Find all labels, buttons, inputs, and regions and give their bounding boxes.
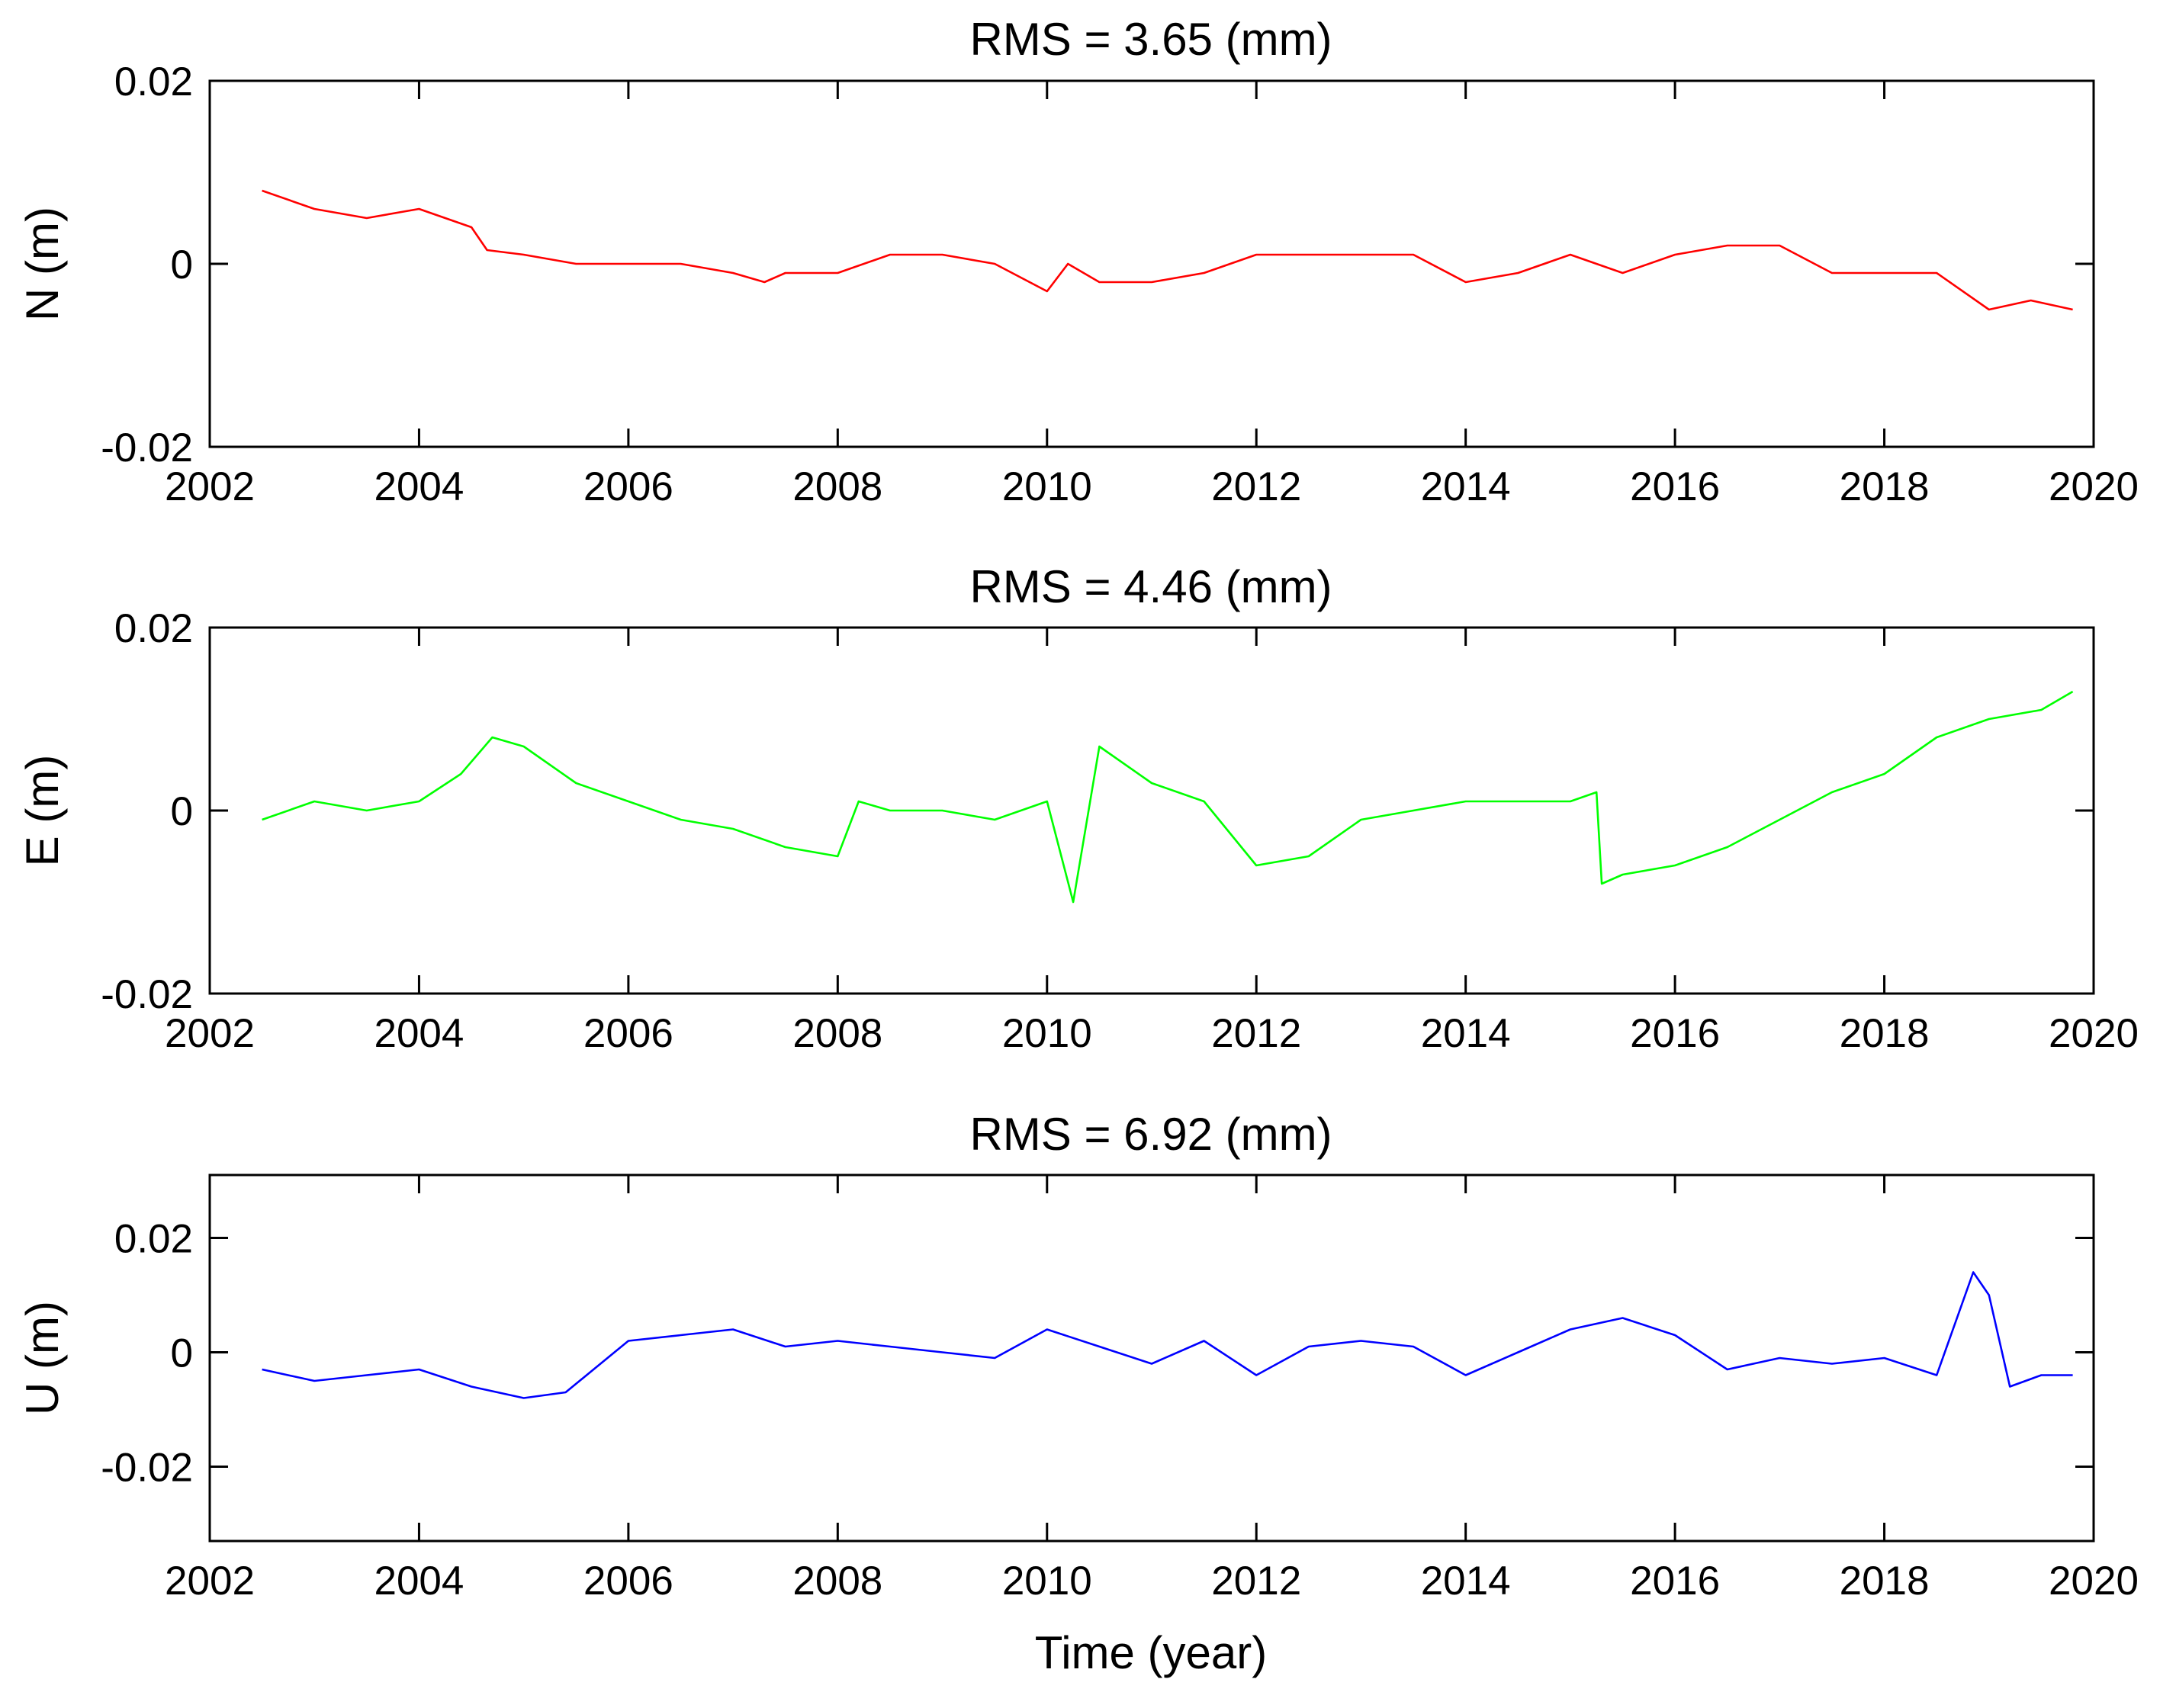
panel-u-x-tick-label: 2006 <box>583 1559 673 1604</box>
panel-e-x-tick-label: 2018 <box>1840 1011 1930 1056</box>
panel-e-series-e-line <box>262 690 2074 904</box>
panel-u-y-tick-label: 0 <box>171 1331 193 1376</box>
panel-n-series-group <box>262 189 2073 311</box>
panel-u-series-group <box>262 1271 2073 1399</box>
panel-u-ylabel: U (m) <box>17 1301 68 1415</box>
panel-e-x-tick-label: 2008 <box>792 1011 882 1056</box>
panel-n-title: RMS = 3.65 (mm) <box>969 14 1332 65</box>
panel-n-x-tick-label: 2006 <box>583 464 673 509</box>
panel-u-x-tick-label: 2008 <box>792 1559 882 1604</box>
panel-e-x-tick-label: 2006 <box>583 1011 673 1056</box>
panel-u-y-tick-label: 0.02 <box>114 1217 193 1262</box>
panel-n-x-tick-label: 2002 <box>165 464 255 509</box>
panel-e-x-tick-label: 2014 <box>1421 1011 1511 1056</box>
panel-u-x-tick-label: 2004 <box>374 1559 464 1604</box>
panel-e-x-tick-label: 2004 <box>374 1011 464 1056</box>
panel-n-x-ticks: 2002 2004 2006 2008 2010 2012 2014 2016 2018 2020 <box>165 81 2139 509</box>
panel-e-y-tick-label: 0.02 <box>114 606 193 651</box>
panel-u-y-ticks: -0.02 0 0.02 <box>101 1217 2094 1491</box>
panel-e-x-tick-label: 2012 <box>1211 1011 1301 1056</box>
panel-u-x-tick-label: 2020 <box>2049 1559 2139 1604</box>
panel-n-y-tick-label: -0.02 <box>101 425 193 470</box>
panel-u-x-tick-label: 2016 <box>1630 1559 1720 1604</box>
panel-n-x-tick-label: 2014 <box>1421 464 1511 509</box>
panel-u-x-tick-label: 2010 <box>1002 1559 1092 1604</box>
panel-e-series-group <box>262 690 2074 904</box>
x-axis-label: Time (year) <box>1035 1627 1267 1678</box>
panel-e-x-tick-label: 2002 <box>165 1011 255 1056</box>
panel-u-x-tick-label: 2002 <box>165 1559 255 1604</box>
panel-u-title: RMS = 6.92 (mm) <box>969 1109 1332 1160</box>
panel-e-title: RMS = 4.46 (mm) <box>969 561 1332 612</box>
panel-u-frame <box>208 1173 2095 1543</box>
panel-n-x-tick-label: 2018 <box>1840 464 1930 509</box>
panel-e-x-ticks: 2002 2004 2006 2008 2010 2012 2014 2016 2018 2020 <box>165 628 2139 1056</box>
panel-e-ylabel: E (m) <box>17 755 68 867</box>
panel-n-y-ticks: -0.02 0 0.02 <box>101 59 2094 470</box>
panel-u: RMS = 6.92 (mm) U (m) 2002 2004 2006 2008 20… <box>17 1109 2139 1678</box>
panel-u-series-u-line <box>262 1271 2073 1399</box>
panel-n-ylabel: N (m) <box>17 207 68 321</box>
panel-u-x-tick-label: 2018 <box>1840 1559 1930 1604</box>
panel-e-x-tick-label: 2020 <box>2049 1011 2139 1056</box>
panel-n-series-n-line <box>262 189 2073 311</box>
panel-n-x-tick-label: 2020 <box>2049 464 2139 509</box>
panel-e-y-ticks: -0.02 0 0.02 <box>101 606 2094 1017</box>
panel-n-x-tick-label: 2004 <box>374 464 464 509</box>
panel-e-y-tick-label: -0.02 <box>101 972 193 1017</box>
panel-n-x-tick-label: 2008 <box>792 464 882 509</box>
panel-e-y-tick-label: 0 <box>171 789 193 834</box>
panel-e-x-tick-label: 2016 <box>1630 1011 1720 1056</box>
panel-n-y-tick-label: 0.02 <box>114 59 193 104</box>
panel-u-x-tick-label: 2014 <box>1421 1559 1511 1604</box>
panel-n-y-tick-label: 0 <box>171 242 193 287</box>
panel-u-x-ticks: 2002 2004 2006 2008 2010 2012 2014 2016 2018 2020 <box>165 1175 2139 1604</box>
panel-e-x-tick-label: 2010 <box>1002 1011 1092 1056</box>
panel-n-x-tick-label: 2016 <box>1630 464 1720 509</box>
panel-u-y-tick-label: -0.02 <box>101 1446 193 1491</box>
panel-n-x-tick-label: 2010 <box>1002 464 1092 509</box>
panel-u-x-tick-label: 2012 <box>1211 1559 1301 1604</box>
panel-e: RMS = 4.46 (mm) E (m) 2002 2004 2006 2008 20… <box>17 561 2139 1056</box>
panel-n-x-tick-label: 2012 <box>1211 464 1301 509</box>
panel-n: RMS = 3.65 (mm) N (m) 2002 2004 2006 2008 20… <box>17 14 2139 509</box>
